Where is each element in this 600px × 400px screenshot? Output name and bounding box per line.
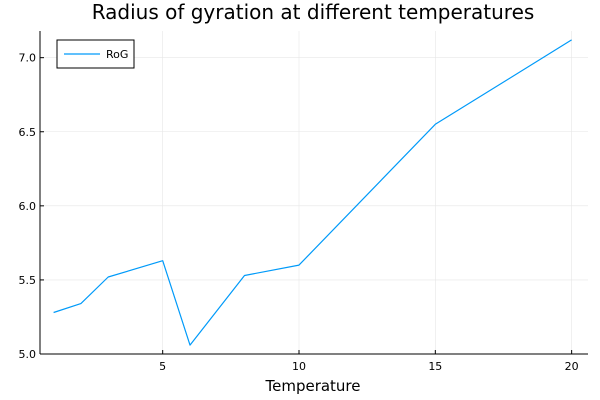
- axes: [39, 31, 588, 355]
- y-tick-label: 7.0: [19, 52, 37, 65]
- y-tick-label: 6.5: [19, 126, 37, 139]
- grid: [40, 31, 588, 355]
- x-axis-label: Temperature: [264, 377, 360, 395]
- legend: RoG: [56, 39, 135, 69]
- y-tick-label: 5.0: [19, 348, 37, 361]
- tick-labels: 5 10 15 20 5.0 5.5 6.0 6.5 7.0: [19, 52, 579, 373]
- y-tick-label: 5.5: [19, 274, 37, 287]
- series-group: [53, 39, 572, 346]
- legend-label-rog: RoG: [106, 48, 128, 61]
- y-tick-label: 6.0: [19, 200, 37, 213]
- x-tick-label: 15: [428, 360, 442, 373]
- series-line-rog: [53, 39, 572, 346]
- x-tick-label: 5: [159, 360, 166, 373]
- chart-title: Radius of gyration at different temperat…: [92, 0, 535, 24]
- x-tick-label: 20: [565, 360, 579, 373]
- x-tick-label: 10: [292, 360, 306, 373]
